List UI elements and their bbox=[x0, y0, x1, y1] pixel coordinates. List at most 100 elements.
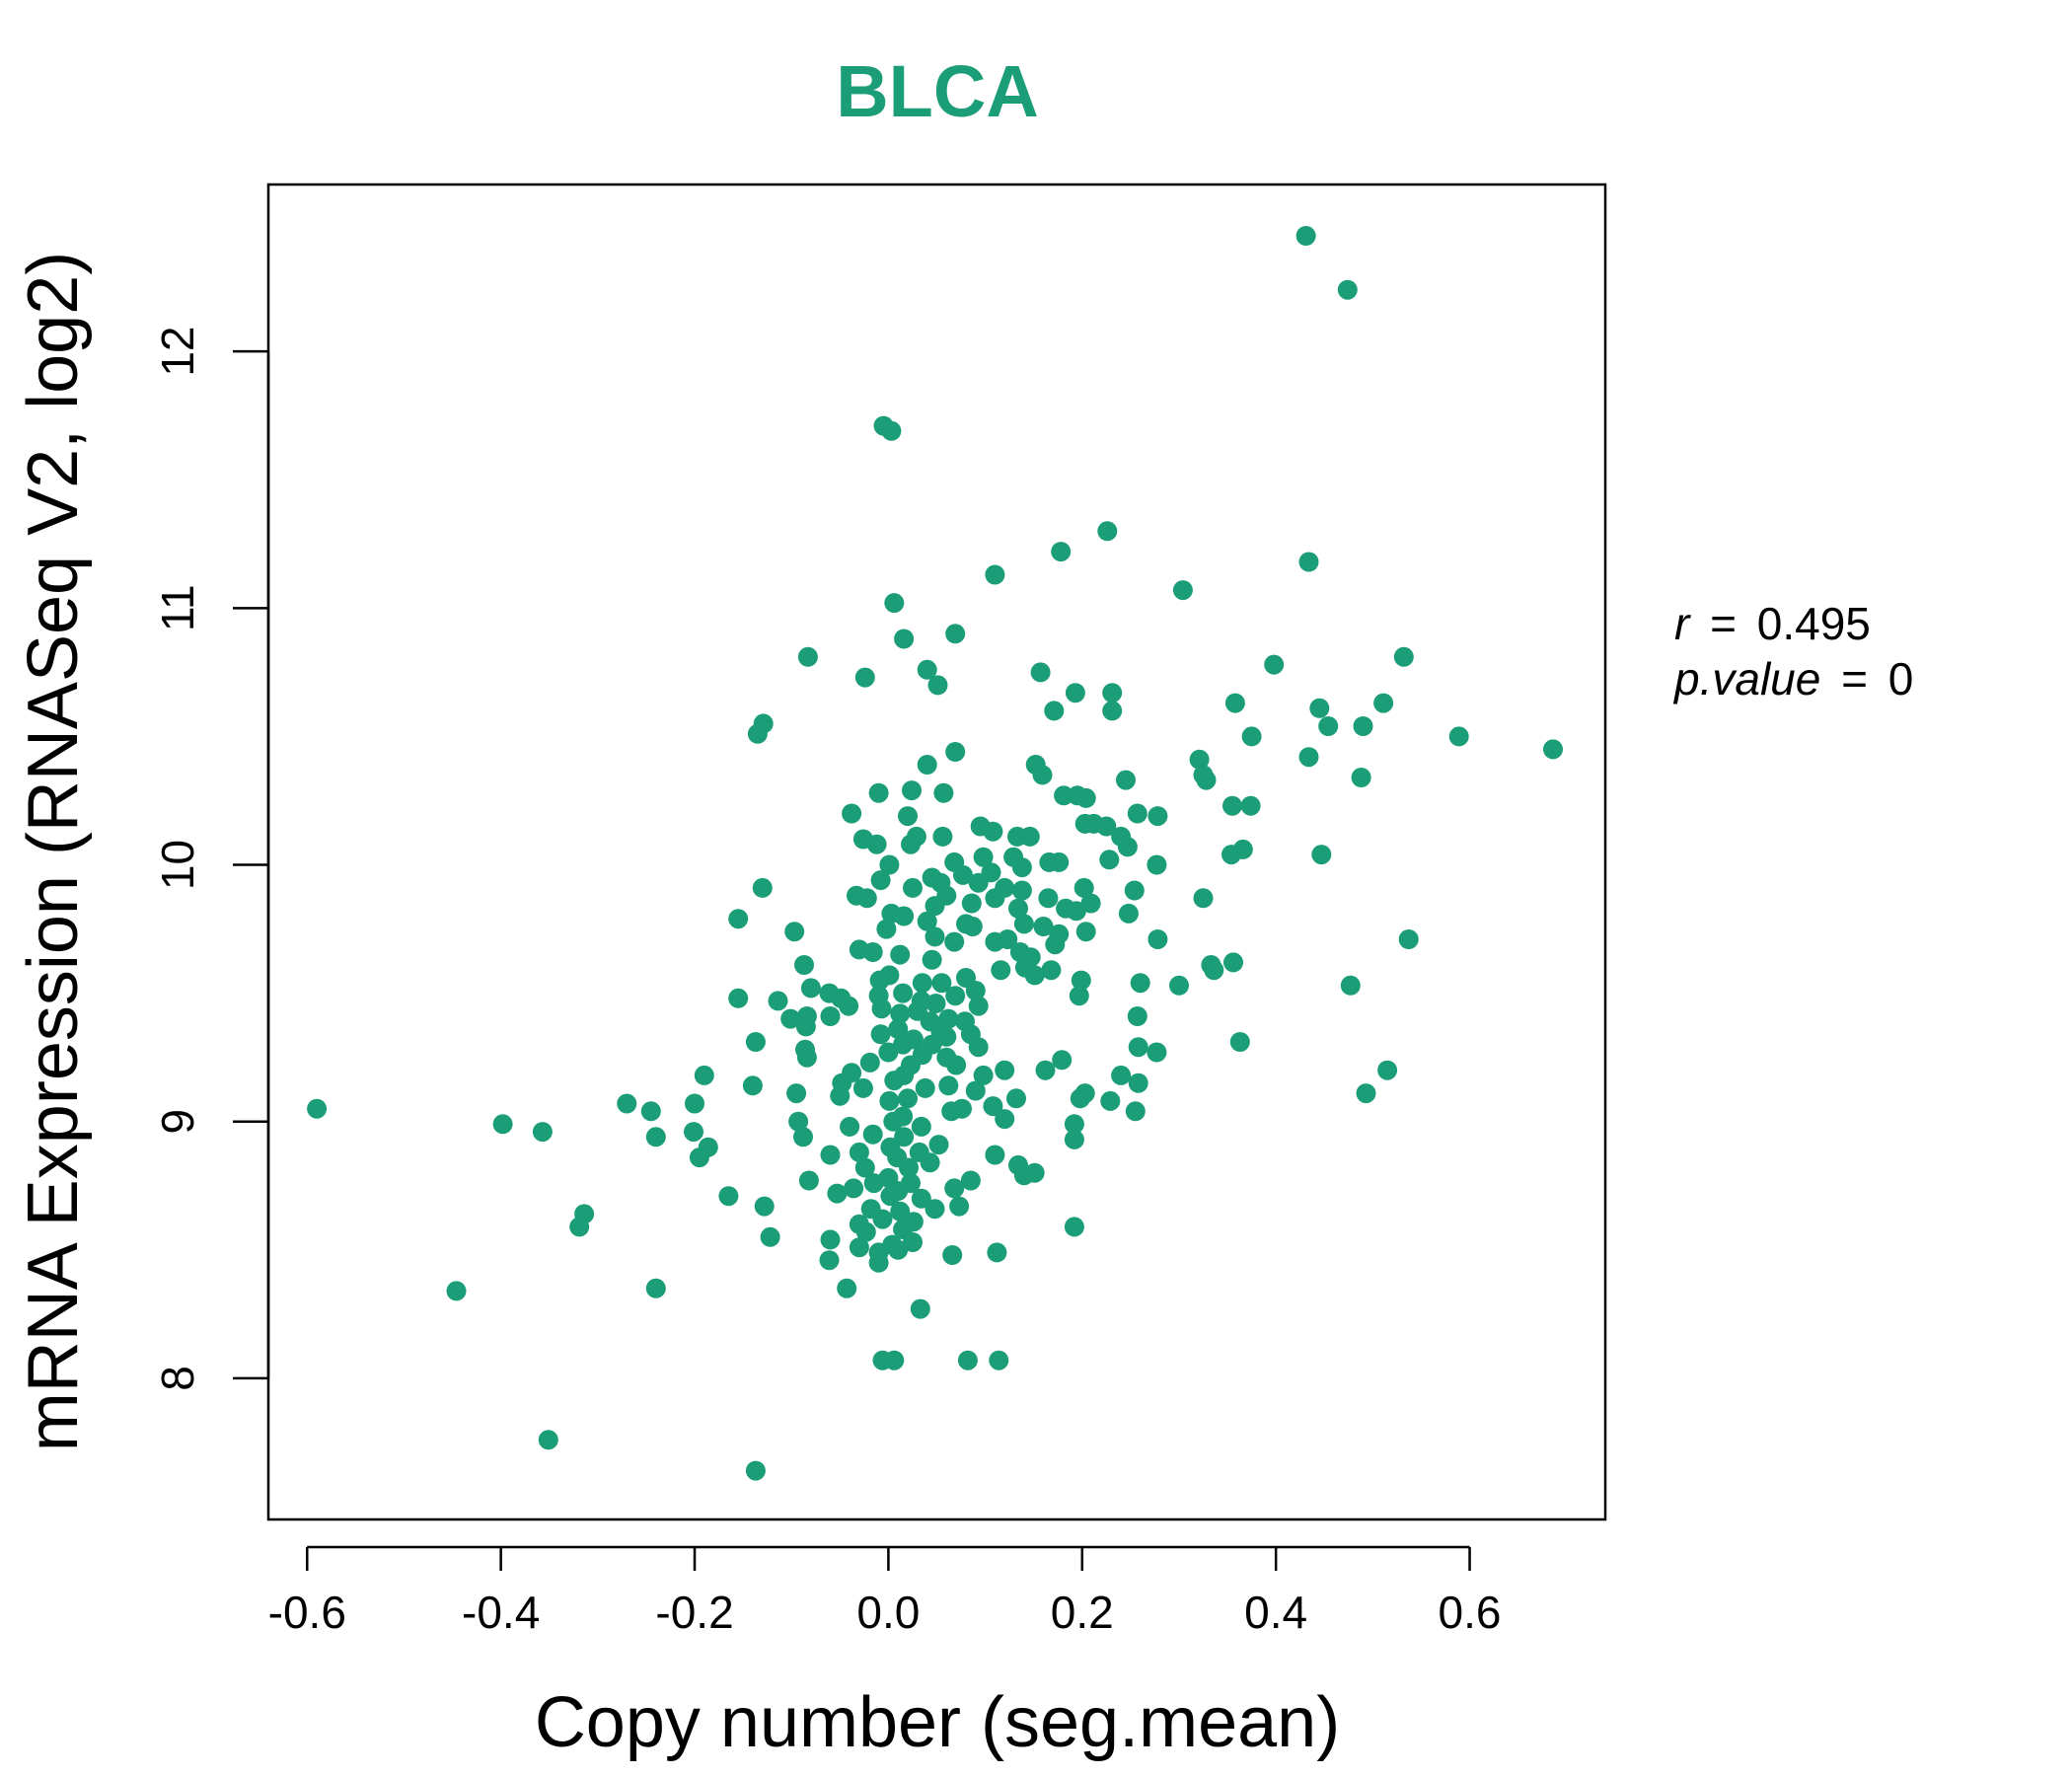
points-layer bbox=[307, 226, 1563, 1481]
data-point-286 bbox=[849, 1237, 869, 1258]
data-point-16 bbox=[1030, 662, 1051, 683]
data-point-253 bbox=[899, 1157, 919, 1178]
data-point-6 bbox=[1298, 552, 1319, 572]
data-point-96 bbox=[985, 888, 1005, 909]
data-point-289 bbox=[942, 1245, 963, 1265]
data-point-262 bbox=[844, 1178, 864, 1199]
data-point-90 bbox=[903, 877, 923, 898]
data-point-35 bbox=[1189, 749, 1210, 770]
data-point-217 bbox=[1070, 1088, 1090, 1109]
data-point-219 bbox=[685, 1093, 704, 1114]
data-point-198 bbox=[1377, 1060, 1398, 1080]
data-point-136 bbox=[1041, 960, 1062, 981]
data-point-298 bbox=[884, 1350, 905, 1370]
data-point-157 bbox=[768, 991, 788, 1011]
data-point-216 bbox=[1006, 1088, 1026, 1109]
data-point-91 bbox=[1011, 880, 1032, 901]
data-point-202 bbox=[694, 1065, 714, 1085]
data-point-8 bbox=[1172, 580, 1193, 601]
data-point-153 bbox=[945, 986, 966, 1006]
data-point-87 bbox=[1073, 877, 1094, 898]
data-point-226 bbox=[1125, 1101, 1146, 1122]
data-point-239 bbox=[645, 1127, 666, 1147]
y-axis-label: mRNA Expression (RNASeq V2, log2) bbox=[14, 252, 93, 1451]
data-point-105 bbox=[894, 906, 915, 926]
data-point-159 bbox=[925, 994, 946, 1013]
data-point-102 bbox=[1008, 898, 1028, 919]
data-point-195 bbox=[995, 1060, 1015, 1080]
data-point-181 bbox=[893, 1034, 914, 1055]
data-point-161 bbox=[968, 996, 989, 1016]
data-point-71 bbox=[1311, 845, 1332, 865]
data-point-82 bbox=[953, 864, 973, 885]
stat-p: p.value = 0 bbox=[1672, 653, 1913, 704]
data-point-167 bbox=[1127, 1006, 1147, 1026]
data-point-186 bbox=[1147, 1042, 1167, 1063]
data-point-64 bbox=[932, 826, 953, 847]
data-point-98 bbox=[1193, 888, 1214, 909]
y-tick-label-0: 8 bbox=[152, 1366, 203, 1391]
data-point-192 bbox=[859, 1052, 880, 1073]
data-point-194 bbox=[946, 1055, 967, 1075]
data-point-213 bbox=[1356, 1083, 1376, 1104]
data-point-39 bbox=[1196, 770, 1217, 790]
data-point-101 bbox=[925, 896, 945, 917]
data-point-207 bbox=[1128, 1073, 1148, 1093]
data-point-140 bbox=[1024, 965, 1045, 986]
data-point-30 bbox=[1241, 726, 1262, 747]
data-point-235 bbox=[532, 1122, 553, 1143]
data-point-149 bbox=[965, 981, 986, 1000]
data-point-287 bbox=[888, 1239, 909, 1260]
data-point-179 bbox=[745, 1032, 766, 1052]
data-point-11 bbox=[894, 629, 915, 649]
data-point-270 bbox=[925, 1199, 945, 1220]
y-tick-label-2: 10 bbox=[152, 840, 203, 890]
data-point-26 bbox=[1318, 716, 1339, 736]
data-point-19 bbox=[1065, 683, 1085, 703]
data-point-273 bbox=[890, 1201, 911, 1221]
stat-r-label: r bbox=[1674, 598, 1691, 649]
data-point-231 bbox=[492, 1114, 513, 1135]
data-point-258 bbox=[960, 1170, 981, 1191]
data-point-281 bbox=[855, 1221, 876, 1242]
data-point-196 bbox=[1035, 1060, 1056, 1080]
data-point-284 bbox=[903, 1232, 923, 1252]
data-point-113 bbox=[876, 919, 897, 939]
data-point-142 bbox=[1071, 970, 1091, 991]
data-point-118 bbox=[925, 926, 945, 947]
data-point-229 bbox=[788, 1111, 809, 1132]
stat-p-value: 0 bbox=[1888, 653, 1914, 704]
data-point-296 bbox=[910, 1298, 930, 1319]
data-point-168 bbox=[780, 1008, 801, 1029]
data-point-290 bbox=[987, 1242, 1007, 1263]
data-point-76 bbox=[1039, 851, 1060, 872]
data-point-51 bbox=[842, 803, 862, 824]
data-point-86 bbox=[968, 872, 989, 893]
data-point-263 bbox=[944, 1178, 965, 1199]
data-point-201 bbox=[1111, 1065, 1132, 1085]
data-point-43 bbox=[902, 780, 922, 801]
data-point-299 bbox=[957, 1350, 978, 1370]
data-point-245 bbox=[849, 1142, 869, 1162]
data-point-238 bbox=[894, 1127, 915, 1147]
data-point-183 bbox=[968, 1037, 989, 1058]
data-point-80 bbox=[1011, 857, 1032, 878]
data-point-209 bbox=[915, 1077, 935, 1098]
data-point-137 bbox=[991, 960, 1011, 981]
data-point-59 bbox=[983, 821, 1003, 842]
data-point-148 bbox=[800, 978, 821, 999]
data-point-295 bbox=[837, 1278, 857, 1298]
data-point-131 bbox=[1223, 952, 1243, 973]
data-point-111 bbox=[1013, 914, 1034, 934]
data-point-18 bbox=[927, 675, 948, 696]
stats-annotation: r = 0.495 p.value = 0 bbox=[1672, 598, 1913, 704]
data-point-256 bbox=[1013, 1165, 1034, 1186]
data-point-279 bbox=[1064, 1217, 1084, 1237]
data-point-52 bbox=[898, 806, 918, 827]
data-point-218 bbox=[879, 1090, 900, 1111]
data-point-228 bbox=[995, 1109, 1015, 1130]
data-point-45 bbox=[933, 782, 954, 803]
data-point-282 bbox=[760, 1226, 780, 1247]
